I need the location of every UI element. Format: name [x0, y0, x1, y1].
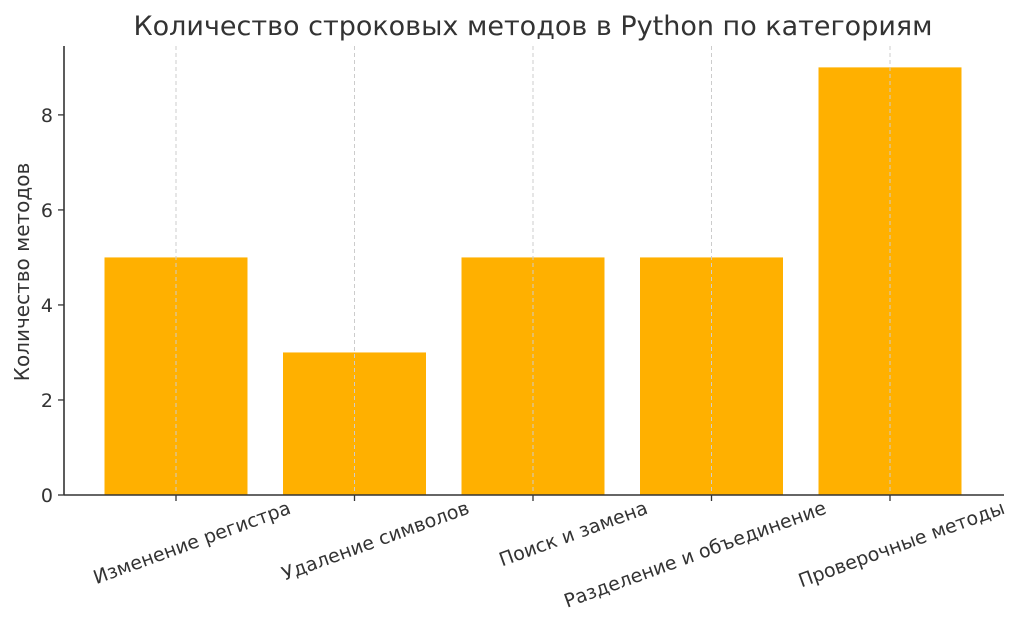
y-axis-label: Количество методов	[10, 163, 34, 382]
y-tick-label-1: 0	[41, 485, 53, 507]
grid-lines	[175, 46, 891, 495]
y-tick-label-3: 4	[41, 295, 53, 317]
axes	[63, 46, 1004, 496]
y-ticks: 0 2 4 6 8	[41, 105, 64, 507]
x-tick-label-5: Проверочные методы	[796, 497, 1008, 592]
y-tick-label-5: 8	[41, 105, 53, 127]
x-tick-label-2: Удаление символов	[279, 497, 472, 585]
y-tick-label-4: 6	[41, 200, 53, 222]
x-tick-label-3: Поиск и замена	[496, 497, 651, 571]
x-tick-label-1: Изменение регистра	[90, 497, 293, 589]
y-tick-label-2: 2	[41, 390, 53, 412]
chart-title: Количество строковых методов в Python по…	[133, 11, 932, 42]
